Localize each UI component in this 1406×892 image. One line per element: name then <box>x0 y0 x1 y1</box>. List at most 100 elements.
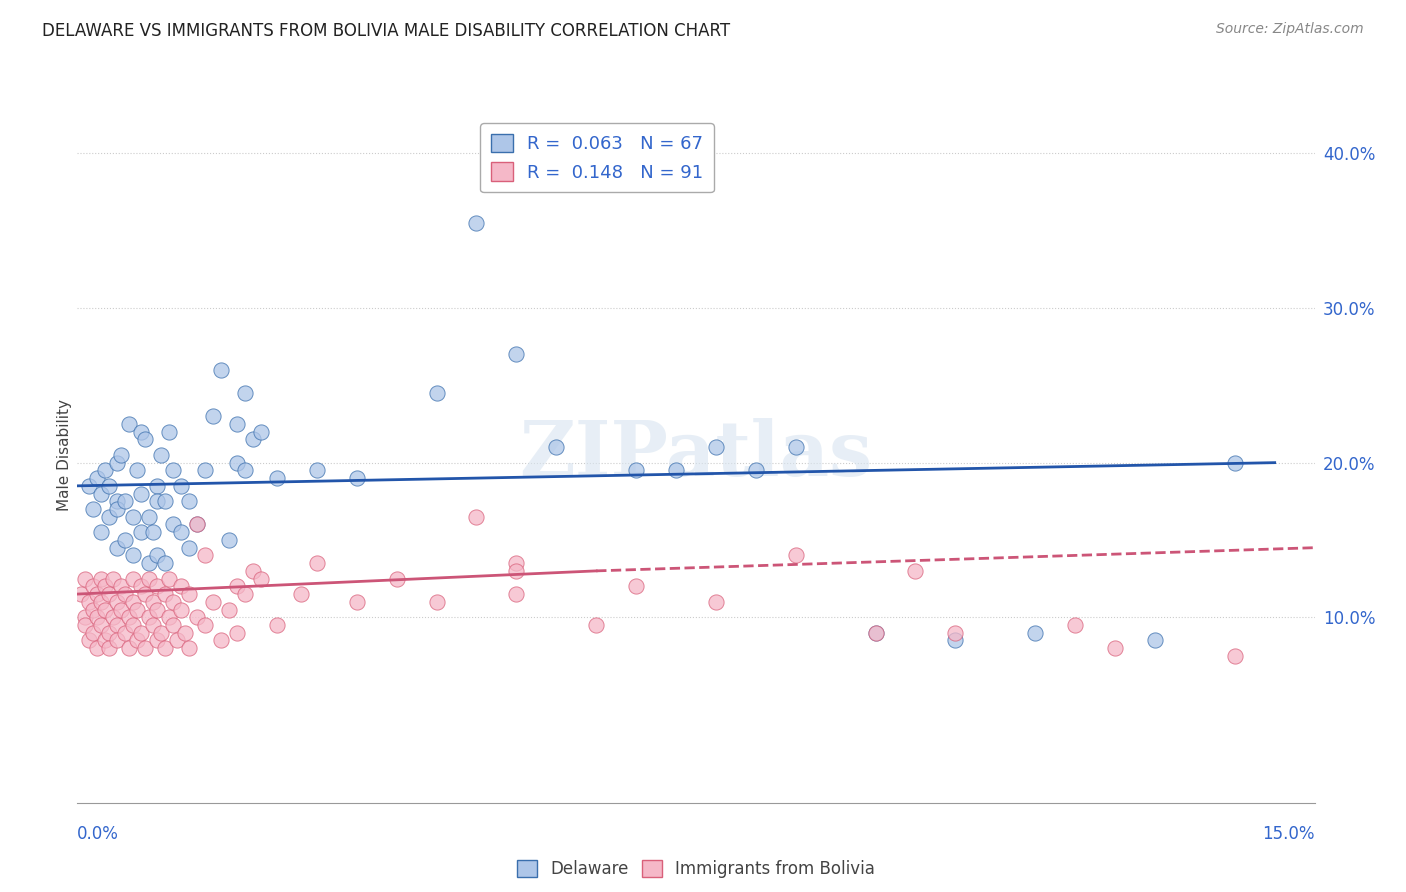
Point <box>157 610 180 624</box>
Point <box>465 216 488 230</box>
Point <box>98 641 121 656</box>
Point <box>209 633 232 648</box>
Point <box>98 625 121 640</box>
Point <box>90 618 112 632</box>
Point <box>122 549 145 563</box>
Point <box>142 525 165 540</box>
Point <box>79 479 101 493</box>
Point <box>134 587 156 601</box>
Point <box>1223 456 1246 470</box>
Point <box>146 479 169 493</box>
Point <box>127 602 149 616</box>
Point <box>118 417 141 431</box>
Point <box>385 572 408 586</box>
Point <box>505 556 527 570</box>
Point <box>129 579 152 593</box>
Point <box>177 641 200 656</box>
Point <box>174 625 197 640</box>
Point <box>127 463 149 477</box>
Point <box>162 463 184 477</box>
Point <box>162 595 184 609</box>
Point <box>118 610 141 624</box>
Point <box>129 486 152 500</box>
Point <box>157 572 180 586</box>
Point <box>177 541 200 555</box>
Point <box>170 602 193 616</box>
Point <box>1143 633 1166 648</box>
Point <box>86 471 108 485</box>
Point <box>346 471 368 485</box>
Point <box>94 633 117 648</box>
Point <box>127 633 149 648</box>
Point <box>170 579 193 593</box>
Point <box>305 556 328 570</box>
Point <box>75 618 97 632</box>
Point <box>129 525 152 540</box>
Point <box>186 610 208 624</box>
Point <box>785 549 807 563</box>
Point <box>138 556 160 570</box>
Point <box>233 463 256 477</box>
Point <box>114 533 136 547</box>
Point <box>233 386 256 401</box>
Point <box>105 618 128 632</box>
Point <box>785 440 807 454</box>
Text: 15.0%: 15.0% <box>1263 825 1315 843</box>
Point <box>945 625 967 640</box>
Point <box>226 625 249 640</box>
Point <box>110 602 132 616</box>
Point <box>105 633 128 648</box>
Point <box>138 572 160 586</box>
Legend: Delaware, Immigrants from Bolivia: Delaware, Immigrants from Bolivia <box>510 854 882 885</box>
Point <box>105 502 128 516</box>
Point <box>153 587 176 601</box>
Point <box>129 425 152 439</box>
Point <box>624 579 647 593</box>
Point <box>118 641 141 656</box>
Point <box>82 579 104 593</box>
Point <box>134 641 156 656</box>
Point <box>194 618 217 632</box>
Point <box>202 409 225 424</box>
Point <box>138 509 160 524</box>
Point <box>105 494 128 508</box>
Text: DELAWARE VS IMMIGRANTS FROM BOLIVIA MALE DISABILITY CORRELATION CHART: DELAWARE VS IMMIGRANTS FROM BOLIVIA MALE… <box>42 22 730 40</box>
Point <box>250 572 273 586</box>
Point <box>86 641 108 656</box>
Point <box>79 633 101 648</box>
Point <box>218 533 240 547</box>
Text: ZIPatlas: ZIPatlas <box>519 418 873 491</box>
Point <box>162 517 184 532</box>
Point <box>1064 618 1087 632</box>
Point <box>82 502 104 516</box>
Point <box>82 625 104 640</box>
Point <box>194 463 217 477</box>
Point <box>129 625 152 640</box>
Point <box>114 587 136 601</box>
Point <box>75 610 97 624</box>
Point <box>177 494 200 508</box>
Point <box>745 463 768 477</box>
Point <box>142 618 165 632</box>
Point <box>157 425 180 439</box>
Point <box>177 587 200 601</box>
Point <box>86 610 108 624</box>
Point <box>505 347 527 361</box>
Point <box>150 448 173 462</box>
Point <box>209 363 232 377</box>
Point <box>1223 648 1246 663</box>
Point <box>546 440 568 454</box>
Point <box>86 587 108 601</box>
Point <box>194 549 217 563</box>
Point <box>146 549 169 563</box>
Point <box>290 587 312 601</box>
Point <box>170 479 193 493</box>
Point <box>305 463 328 477</box>
Point <box>98 479 121 493</box>
Y-axis label: Male Disability: Male Disability <box>56 399 72 511</box>
Point <box>98 509 121 524</box>
Point <box>624 463 647 477</box>
Point <box>94 463 117 477</box>
Point <box>186 517 208 532</box>
Point <box>202 595 225 609</box>
